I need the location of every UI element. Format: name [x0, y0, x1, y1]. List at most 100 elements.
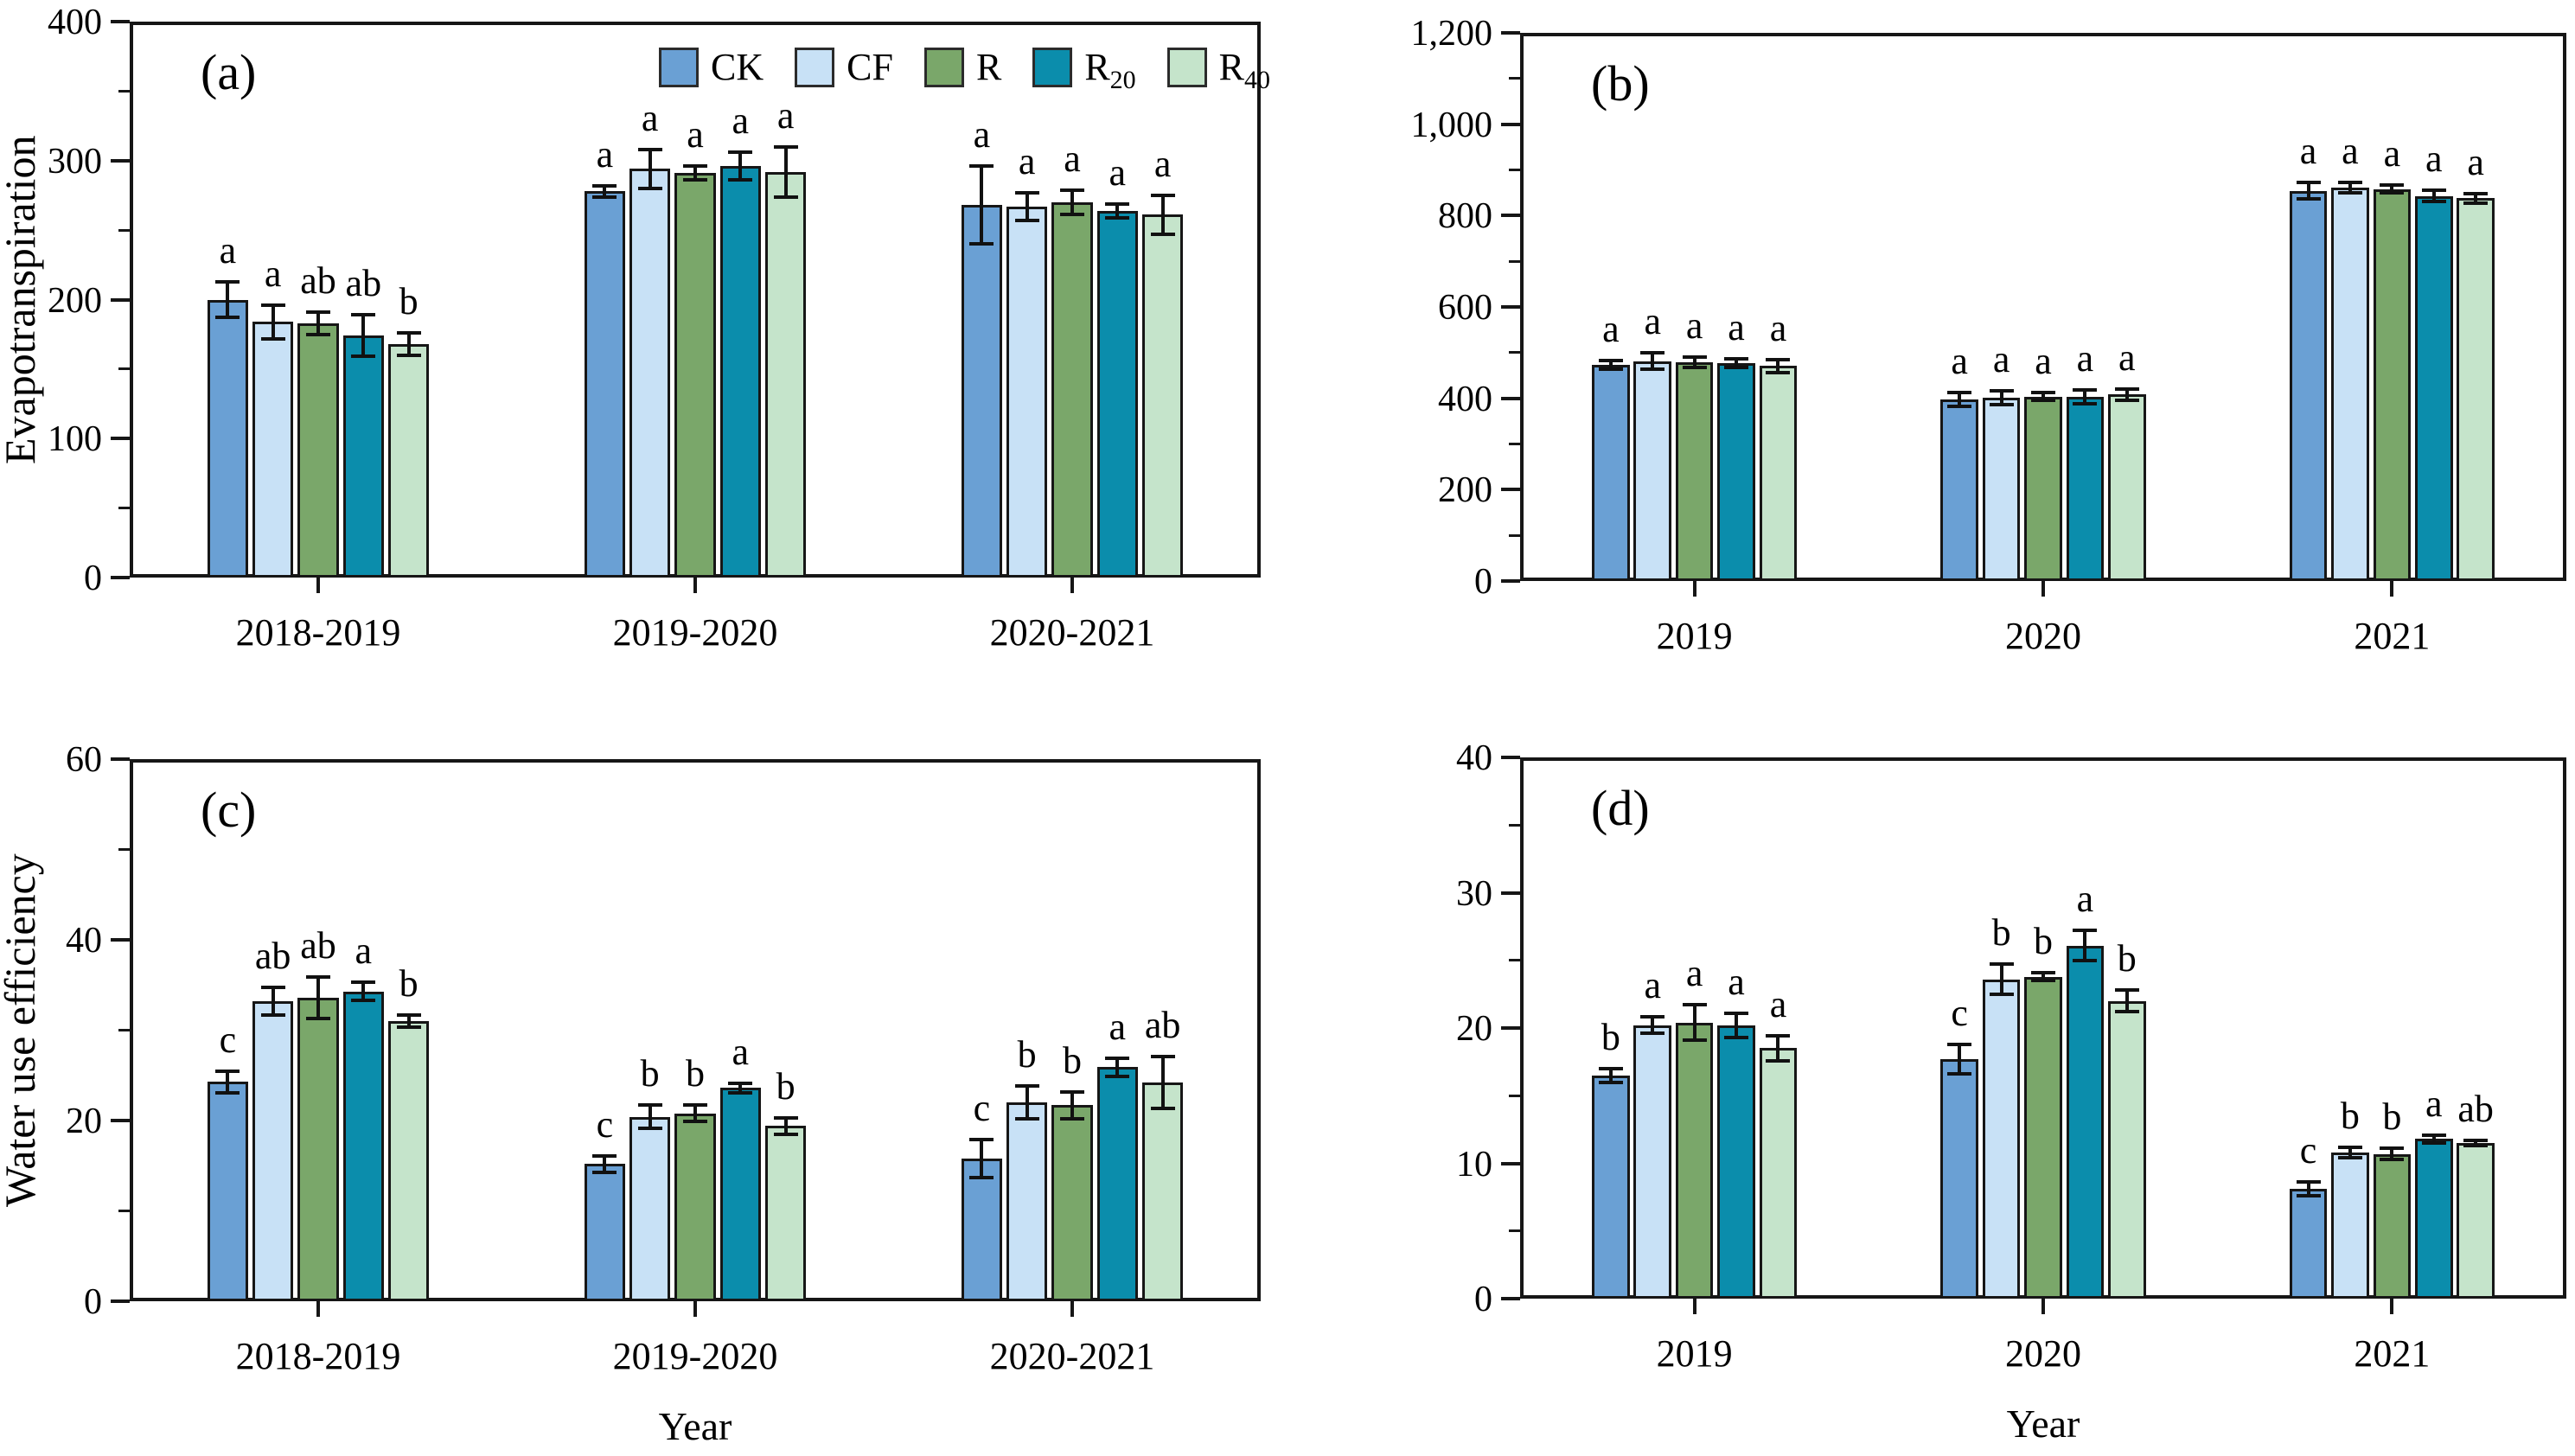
error-bar-cap: [2421, 188, 2446, 193]
error-bar-line: [361, 982, 366, 1000]
y-axis-title: Water use efficiency: [0, 853, 44, 1207]
bar: [1592, 365, 1630, 581]
error-bar-line: [406, 333, 411, 355]
bar: [1675, 1022, 1714, 1299]
error-bar-cap: [1766, 1034, 1791, 1038]
significance-letter: a: [1728, 960, 1745, 1003]
significance-letter: b: [1991, 911, 2011, 955]
legend-item: R40: [1166, 46, 1271, 94]
error-bar-cap: [351, 313, 376, 317]
bar: [629, 169, 671, 578]
significance-letter: a: [1685, 952, 1703, 995]
error-bar-cap: [260, 1012, 285, 1017]
error-bar-cap: [969, 242, 994, 246]
error-bar-cap: [1150, 1054, 1175, 1058]
error-bar-cap: [1989, 992, 2014, 996]
significance-letter: a: [687, 113, 704, 156]
significance-letter: b: [2117, 937, 2137, 980]
error-bar-line: [738, 1083, 743, 1093]
significance-letter: c: [596, 1102, 614, 1146]
significance-letter: ab: [300, 923, 336, 967]
bar: [1759, 366, 1798, 581]
error-bar-cap: [1724, 356, 1749, 361]
significance-letter: b: [399, 280, 419, 323]
error-bar-cap: [2463, 201, 2489, 205]
x-tick-label: 2021: [2354, 1332, 2431, 1375]
error-bar-cap: [1060, 1116, 1084, 1121]
error-bar-line: [2306, 1182, 2310, 1197]
error-bar-line: [1115, 1057, 1120, 1076]
legend-item: CF: [795, 48, 893, 87]
legend-label-R40: R40: [1218, 46, 1271, 94]
y-tick: [111, 757, 130, 761]
bar: [2457, 1143, 2495, 1299]
y-tick-label: 1,000: [1410, 105, 1493, 145]
error-bar-line: [2348, 182, 2352, 194]
error-bar-cap: [1989, 962, 2014, 967]
x-tick-label: 2020: [2005, 1332, 2081, 1375]
error-bar-line: [2041, 393, 2045, 400]
bar: [2108, 1000, 2146, 1299]
significance-letter: a: [219, 228, 237, 271]
y-minor-tick: [118, 367, 130, 371]
bar: [1142, 214, 1184, 578]
error-bar-cap: [215, 279, 240, 284]
y-tick-label: 0: [1474, 1280, 1492, 1319]
y-tick: [1501, 891, 1520, 895]
significance-letter: a: [973, 113, 991, 156]
error-bar-cap: [683, 178, 707, 182]
error-bar-cap: [2421, 1141, 2446, 1146]
significance-letter: a: [2467, 140, 2484, 183]
error-bar-cap: [215, 1069, 240, 1073]
y-tick: [1501, 1161, 1520, 1165]
error-bar-cap: [1766, 370, 1791, 374]
error-bar-cap: [1014, 218, 1039, 222]
y-minor-tick: [1509, 823, 1520, 827]
significance-letter: a: [1644, 300, 1662, 343]
error-bar-line: [1735, 358, 1739, 368]
error-bar-cap: [396, 331, 421, 335]
significance-letter: a: [2425, 1082, 2443, 1125]
error-bar-cap: [1766, 1058, 1791, 1063]
y-minor-tick: [1509, 169, 1520, 171]
error-bar-cap: [2073, 402, 2098, 406]
bar: [1633, 1025, 1672, 1299]
legend-label-CF: CF: [847, 46, 893, 88]
y-minor-tick: [1509, 77, 1520, 80]
y-minor-tick: [1509, 1094, 1520, 1097]
error-bar-cap: [592, 195, 617, 199]
bar: [2331, 1152, 2369, 1299]
x-tick-label: 2019-2020: [612, 611, 778, 654]
y-minor-tick: [1509, 533, 1520, 537]
error-bar-cap: [728, 178, 753, 182]
significance-letter: a: [732, 1031, 750, 1074]
error-bar-cap: [2114, 398, 2139, 402]
y-tick: [1501, 31, 1520, 35]
bar: [961, 1158, 1002, 1301]
error-bar-cap: [260, 986, 285, 990]
significance-letter: a: [2425, 137, 2443, 181]
bar: [388, 1021, 430, 1301]
significance-letter: c: [219, 1018, 237, 1061]
legend-label-CK: CK: [711, 46, 764, 88]
error-bar-cap: [728, 1090, 753, 1095]
legend-label-R20: R20: [1084, 46, 1136, 94]
x-tick: [1070, 1301, 1074, 1317]
significance-letter: b: [1017, 1033, 1037, 1076]
error-bar-line: [2474, 1140, 2478, 1146]
y-tick-label: 60: [66, 740, 102, 780]
y-minor-tick: [118, 228, 130, 232]
significance-letter: ab: [345, 262, 382, 305]
bar: [1142, 1082, 1184, 1301]
x-tick-label: 2020-2021: [989, 611, 1155, 654]
x-tick-label: 2019: [1656, 615, 1733, 657]
panel-label: (c): [201, 782, 257, 838]
bar: [1051, 1105, 1093, 1301]
error-bar-cap: [396, 1025, 421, 1030]
error-bar-cap: [351, 980, 376, 985]
bar: [1633, 361, 1672, 581]
significance-letter: a: [2383, 132, 2401, 176]
error-bar-line: [1025, 1086, 1029, 1119]
error-bar-cap: [306, 974, 330, 979]
